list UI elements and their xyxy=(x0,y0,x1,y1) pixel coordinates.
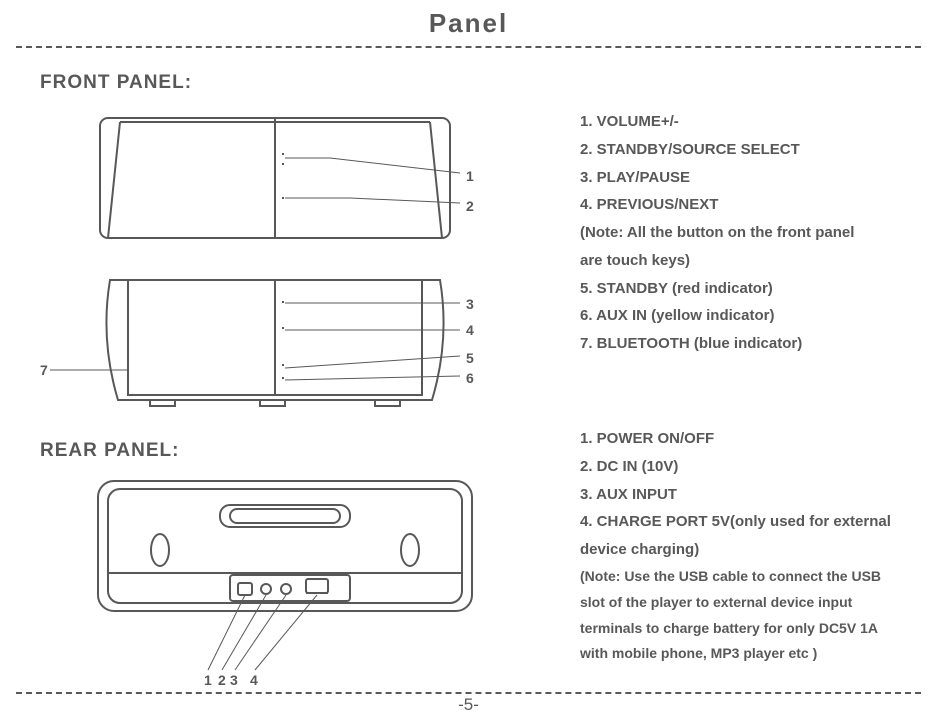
legend-item: 4. CHARGE PORT 5V(only used for external xyxy=(580,508,920,536)
legend-item: 7. BLUETOOTH (blue indicator) xyxy=(580,330,920,358)
legend-item: are touch keys) xyxy=(580,247,920,275)
callout-1: 1 xyxy=(466,168,474,184)
legend-item: (Note: All the button on the front panel xyxy=(580,219,920,247)
callout-4: 4 xyxy=(466,322,474,338)
rear-panel-heading: REAR PANEL: xyxy=(40,440,179,462)
legend-item: 5. STANDBY (red indicator) xyxy=(580,275,920,303)
page-number: -5- xyxy=(0,695,937,715)
front-panel-legend: 1. VOLUME+/- 2. STANDBY/SOURCE SELECT 3.… xyxy=(580,108,920,358)
front-panel-heading: FRONT PANEL: xyxy=(40,72,192,94)
rear-panel-callouts xyxy=(90,475,480,695)
legend-note: slot of the player to external device in… xyxy=(580,590,920,616)
legend-note: (Note: Use the USB cable to connect the … xyxy=(580,564,920,590)
callout-5: 5 xyxy=(466,350,474,366)
rear-callout-1: 1 xyxy=(204,672,212,688)
legend-item: 3. AUX INPUT xyxy=(580,481,920,509)
legend-item: 1. VOLUME+/- xyxy=(580,108,920,136)
legend-note: terminals to charge battery for only DC5… xyxy=(580,616,920,642)
legend-item: 4. PREVIOUS/NEXT xyxy=(580,191,920,219)
page-title: Panel xyxy=(0,8,937,39)
rear-callout-4: 4 xyxy=(250,672,258,688)
front-panel-callouts xyxy=(50,108,520,418)
bottom-divider xyxy=(16,692,921,694)
top-divider xyxy=(16,46,921,48)
legend-item: 2. STANDBY/SOURCE SELECT xyxy=(580,136,920,164)
rear-panel-legend: 1. POWER ON/OFF 2. DC IN (10V) 3. AUX IN… xyxy=(580,425,920,667)
legend-item: 1. POWER ON/OFF xyxy=(580,425,920,453)
legend-item: 6. AUX IN (yellow indicator) xyxy=(580,302,920,330)
callout-7: 7 xyxy=(40,362,48,378)
rear-callout-2: 2 xyxy=(218,672,226,688)
legend-item: device charging) xyxy=(580,536,920,564)
legend-item: 2. DC IN (10V) xyxy=(580,453,920,481)
callout-6: 6 xyxy=(466,370,474,386)
rear-callout-3: 3 xyxy=(230,672,238,688)
legend-note: with mobile phone, MP3 player etc ) xyxy=(580,641,920,667)
callout-3: 3 xyxy=(466,296,474,312)
callout-2: 2 xyxy=(466,198,474,214)
legend-item: 3. PLAY/PAUSE xyxy=(580,164,920,192)
